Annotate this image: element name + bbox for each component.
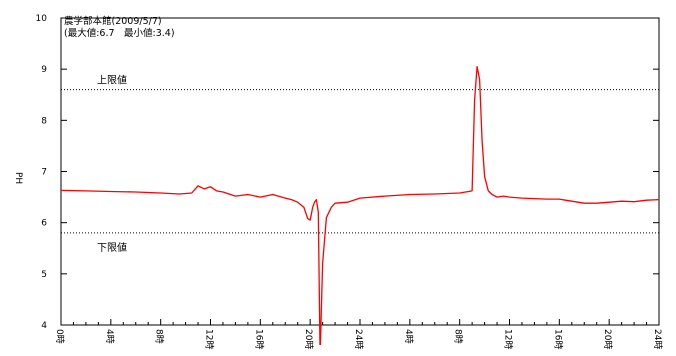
x-axis-ticks: 0時 4時 8時 12時 16時 20時 24時 4時 8時 12時 16時 20時 24時 [54, 319, 663, 349]
y-tick-label: 10 [36, 14, 48, 24]
y-tick-label: 5 [41, 270, 47, 280]
x-tick-label: 12時 [204, 329, 215, 349]
y-tick-label: 6 [41, 219, 47, 229]
chart-subtitle: (最大値:6.7 最小値:3.4) [64, 27, 175, 39]
y-axis-label: PH [13, 172, 23, 184]
x-tick-label: 16時 [552, 329, 563, 349]
ph-series-line [61, 65, 659, 345]
x-tick-label: 8時 [453, 329, 464, 344]
x-tick-label: 24時 [652, 329, 663, 349]
x-tick-label: 24時 [353, 329, 364, 349]
y-tick-label: 7 [41, 168, 47, 178]
y-tick-label: 8 [41, 116, 47, 126]
series-group [61, 65, 659, 345]
x-tick-label: 8時 [154, 329, 165, 344]
x-tick-label: 12時 [503, 329, 514, 349]
x-tick-label: 20時 [602, 329, 613, 349]
x-tick-label: 20時 [303, 329, 314, 349]
x-tick-label: 16時 [253, 329, 264, 349]
y-tick-label: 9 [41, 65, 47, 75]
reference-line-label: 下限値 [97, 241, 127, 254]
x-tick-label: 4時 [403, 329, 414, 344]
y-axis-ticks: 4 5 6 7 8 9 10 [36, 14, 659, 331]
chart-title: 農学部本館(2009/5/7) [64, 15, 162, 27]
reference-line-label: 上限値 [97, 74, 127, 87]
x-tick-label: 4時 [104, 329, 115, 344]
x-tick-label: 0時 [54, 329, 65, 344]
y-tick-label: 4 [41, 321, 47, 331]
